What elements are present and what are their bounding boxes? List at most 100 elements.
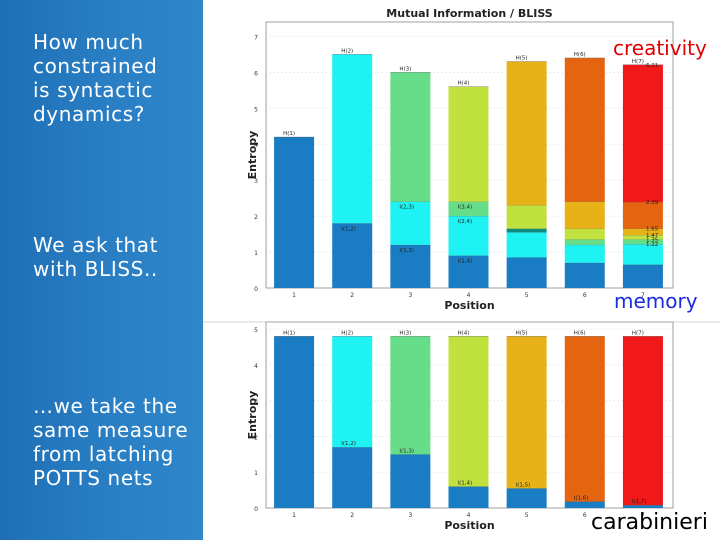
x-tick-label: 7 bbox=[641, 292, 645, 299]
x-tick-label: 2 bbox=[350, 292, 354, 299]
entropy-label: H(1) bbox=[283, 330, 295, 336]
left-panel: How much constrained is syntactic dynami… bbox=[0, 0, 203, 540]
bar-segment bbox=[622, 228, 663, 236]
bar-segment bbox=[390, 244, 431, 288]
bar-segment bbox=[448, 336, 489, 487]
entropy-label: H(2) bbox=[341, 330, 353, 336]
bar-segment bbox=[622, 264, 663, 288]
x-tick-label: 6 bbox=[583, 292, 587, 299]
bar-segment bbox=[506, 488, 547, 508]
bar-segment bbox=[564, 262, 605, 288]
entropy-label: H(7) bbox=[632, 330, 644, 336]
bar-segment bbox=[564, 201, 605, 229]
y-tick-label: 3 bbox=[254, 178, 258, 185]
entropy-label: H(3) bbox=[399, 66, 411, 72]
y-tick-label: 5 bbox=[254, 106, 258, 113]
bar-segment bbox=[564, 501, 605, 508]
y-tick-label: 0 bbox=[254, 286, 258, 293]
y-axis-label: Entropy bbox=[246, 391, 259, 440]
entropy-label: H(5) bbox=[516, 330, 528, 336]
bar-segment bbox=[390, 454, 431, 508]
carabinieri-label: carabinieri bbox=[591, 510, 708, 535]
bar-segment bbox=[564, 244, 605, 263]
memory-label: memory bbox=[614, 289, 698, 313]
y-tick-label: 2 bbox=[254, 214, 258, 221]
bar-segment bbox=[506, 336, 547, 489]
entropy-label: H(3) bbox=[399, 330, 411, 336]
bar-segment bbox=[332, 54, 373, 224]
bar-segment bbox=[448, 86, 489, 202]
mi-label: I(2,3) bbox=[399, 205, 414, 211]
bar-segment bbox=[448, 201, 489, 217]
bliss-text: We ask that with BLISS.. bbox=[33, 233, 159, 281]
entropy-label: H(7) bbox=[632, 59, 644, 65]
y-tick-label: 6 bbox=[254, 70, 258, 77]
y-tick-label: 2 bbox=[254, 434, 258, 441]
y-tick-label: 5 bbox=[254, 327, 258, 334]
creativity-label: creativity bbox=[613, 36, 707, 60]
entropy-label: H(1) bbox=[283, 131, 295, 137]
mi-label: I(2,4) bbox=[458, 219, 473, 225]
bar-segment bbox=[332, 447, 373, 508]
bar-segment bbox=[564, 228, 605, 240]
chart-title: Mutual Information / BLISS bbox=[386, 7, 552, 20]
y-tick-label: 4 bbox=[254, 142, 258, 149]
bar-segment bbox=[564, 239, 605, 245]
bar-segment bbox=[448, 486, 489, 508]
x-tick-label: 5 bbox=[525, 292, 529, 299]
bar-segment bbox=[622, 202, 663, 229]
mi-label: I(1,6) bbox=[574, 496, 589, 502]
bar-segment bbox=[332, 223, 373, 288]
bar-segment bbox=[448, 255, 489, 288]
bar-segment bbox=[622, 239, 663, 245]
y-tick-label: 7 bbox=[254, 34, 258, 41]
y-tick-label: 1 bbox=[254, 250, 258, 257]
potts-text: …we take the same measure from latching … bbox=[33, 394, 189, 490]
mi-label: I(1,4) bbox=[458, 481, 473, 487]
value-annotation: 1.35 bbox=[646, 237, 659, 243]
bar-segment bbox=[274, 336, 315, 508]
x-tick-label: 3 bbox=[408, 512, 412, 519]
y-tick-label: 1 bbox=[254, 470, 258, 477]
mi-label: I(1,5) bbox=[516, 482, 531, 488]
x-tick-label: 1 bbox=[292, 292, 296, 299]
x-axis-label: Position bbox=[444, 299, 494, 312]
mi-label: I(1,3) bbox=[399, 248, 414, 254]
x-tick-label: 5 bbox=[525, 512, 529, 519]
x-tick-label: 4 bbox=[467, 512, 471, 519]
x-tick-label: 3 bbox=[408, 292, 412, 299]
mi-label: I(1,2) bbox=[341, 441, 356, 447]
value-annotation: 6.21 bbox=[646, 63, 658, 69]
bar-segment bbox=[506, 205, 547, 229]
bar-segment bbox=[506, 61, 547, 206]
bar-segment bbox=[564, 336, 605, 502]
entropy-label: H(6) bbox=[574, 330, 586, 336]
x-tick-label: 2 bbox=[350, 512, 354, 519]
bar-segment bbox=[622, 64, 663, 203]
entropy-label: H(2) bbox=[341, 48, 353, 54]
entropy-label: H(5) bbox=[516, 56, 528, 62]
bar-segment bbox=[332, 336, 373, 448]
bar-segment bbox=[564, 57, 605, 202]
y-tick-label: 4 bbox=[254, 363, 258, 370]
value-annotation: 2.39 bbox=[646, 200, 659, 206]
bar-segment bbox=[622, 336, 663, 506]
mi-label: I(1,4) bbox=[458, 259, 473, 265]
bar-segment bbox=[622, 244, 663, 265]
mi-label: I(1,3) bbox=[399, 448, 414, 454]
entropy-label: H(6) bbox=[574, 52, 586, 58]
value-annotation: 1.22 bbox=[646, 242, 658, 248]
bar-segment bbox=[506, 232, 547, 258]
bar-segment bbox=[448, 216, 489, 256]
entropy-label: H(4) bbox=[458, 330, 470, 336]
bar-segment bbox=[622, 505, 663, 508]
y-tick-label: 3 bbox=[254, 399, 258, 406]
x-tick-label: 1 bbox=[292, 512, 296, 519]
y-axis-label: Entropy bbox=[246, 131, 259, 180]
value-annotation: 1.65 bbox=[646, 227, 659, 233]
x-tick-label: 7 bbox=[641, 512, 645, 519]
entropy-label: H(4) bbox=[458, 81, 470, 87]
mi-label: I(1,2) bbox=[341, 226, 356, 232]
x-tick-label: 6 bbox=[583, 512, 587, 519]
bar-segment bbox=[390, 72, 431, 202]
